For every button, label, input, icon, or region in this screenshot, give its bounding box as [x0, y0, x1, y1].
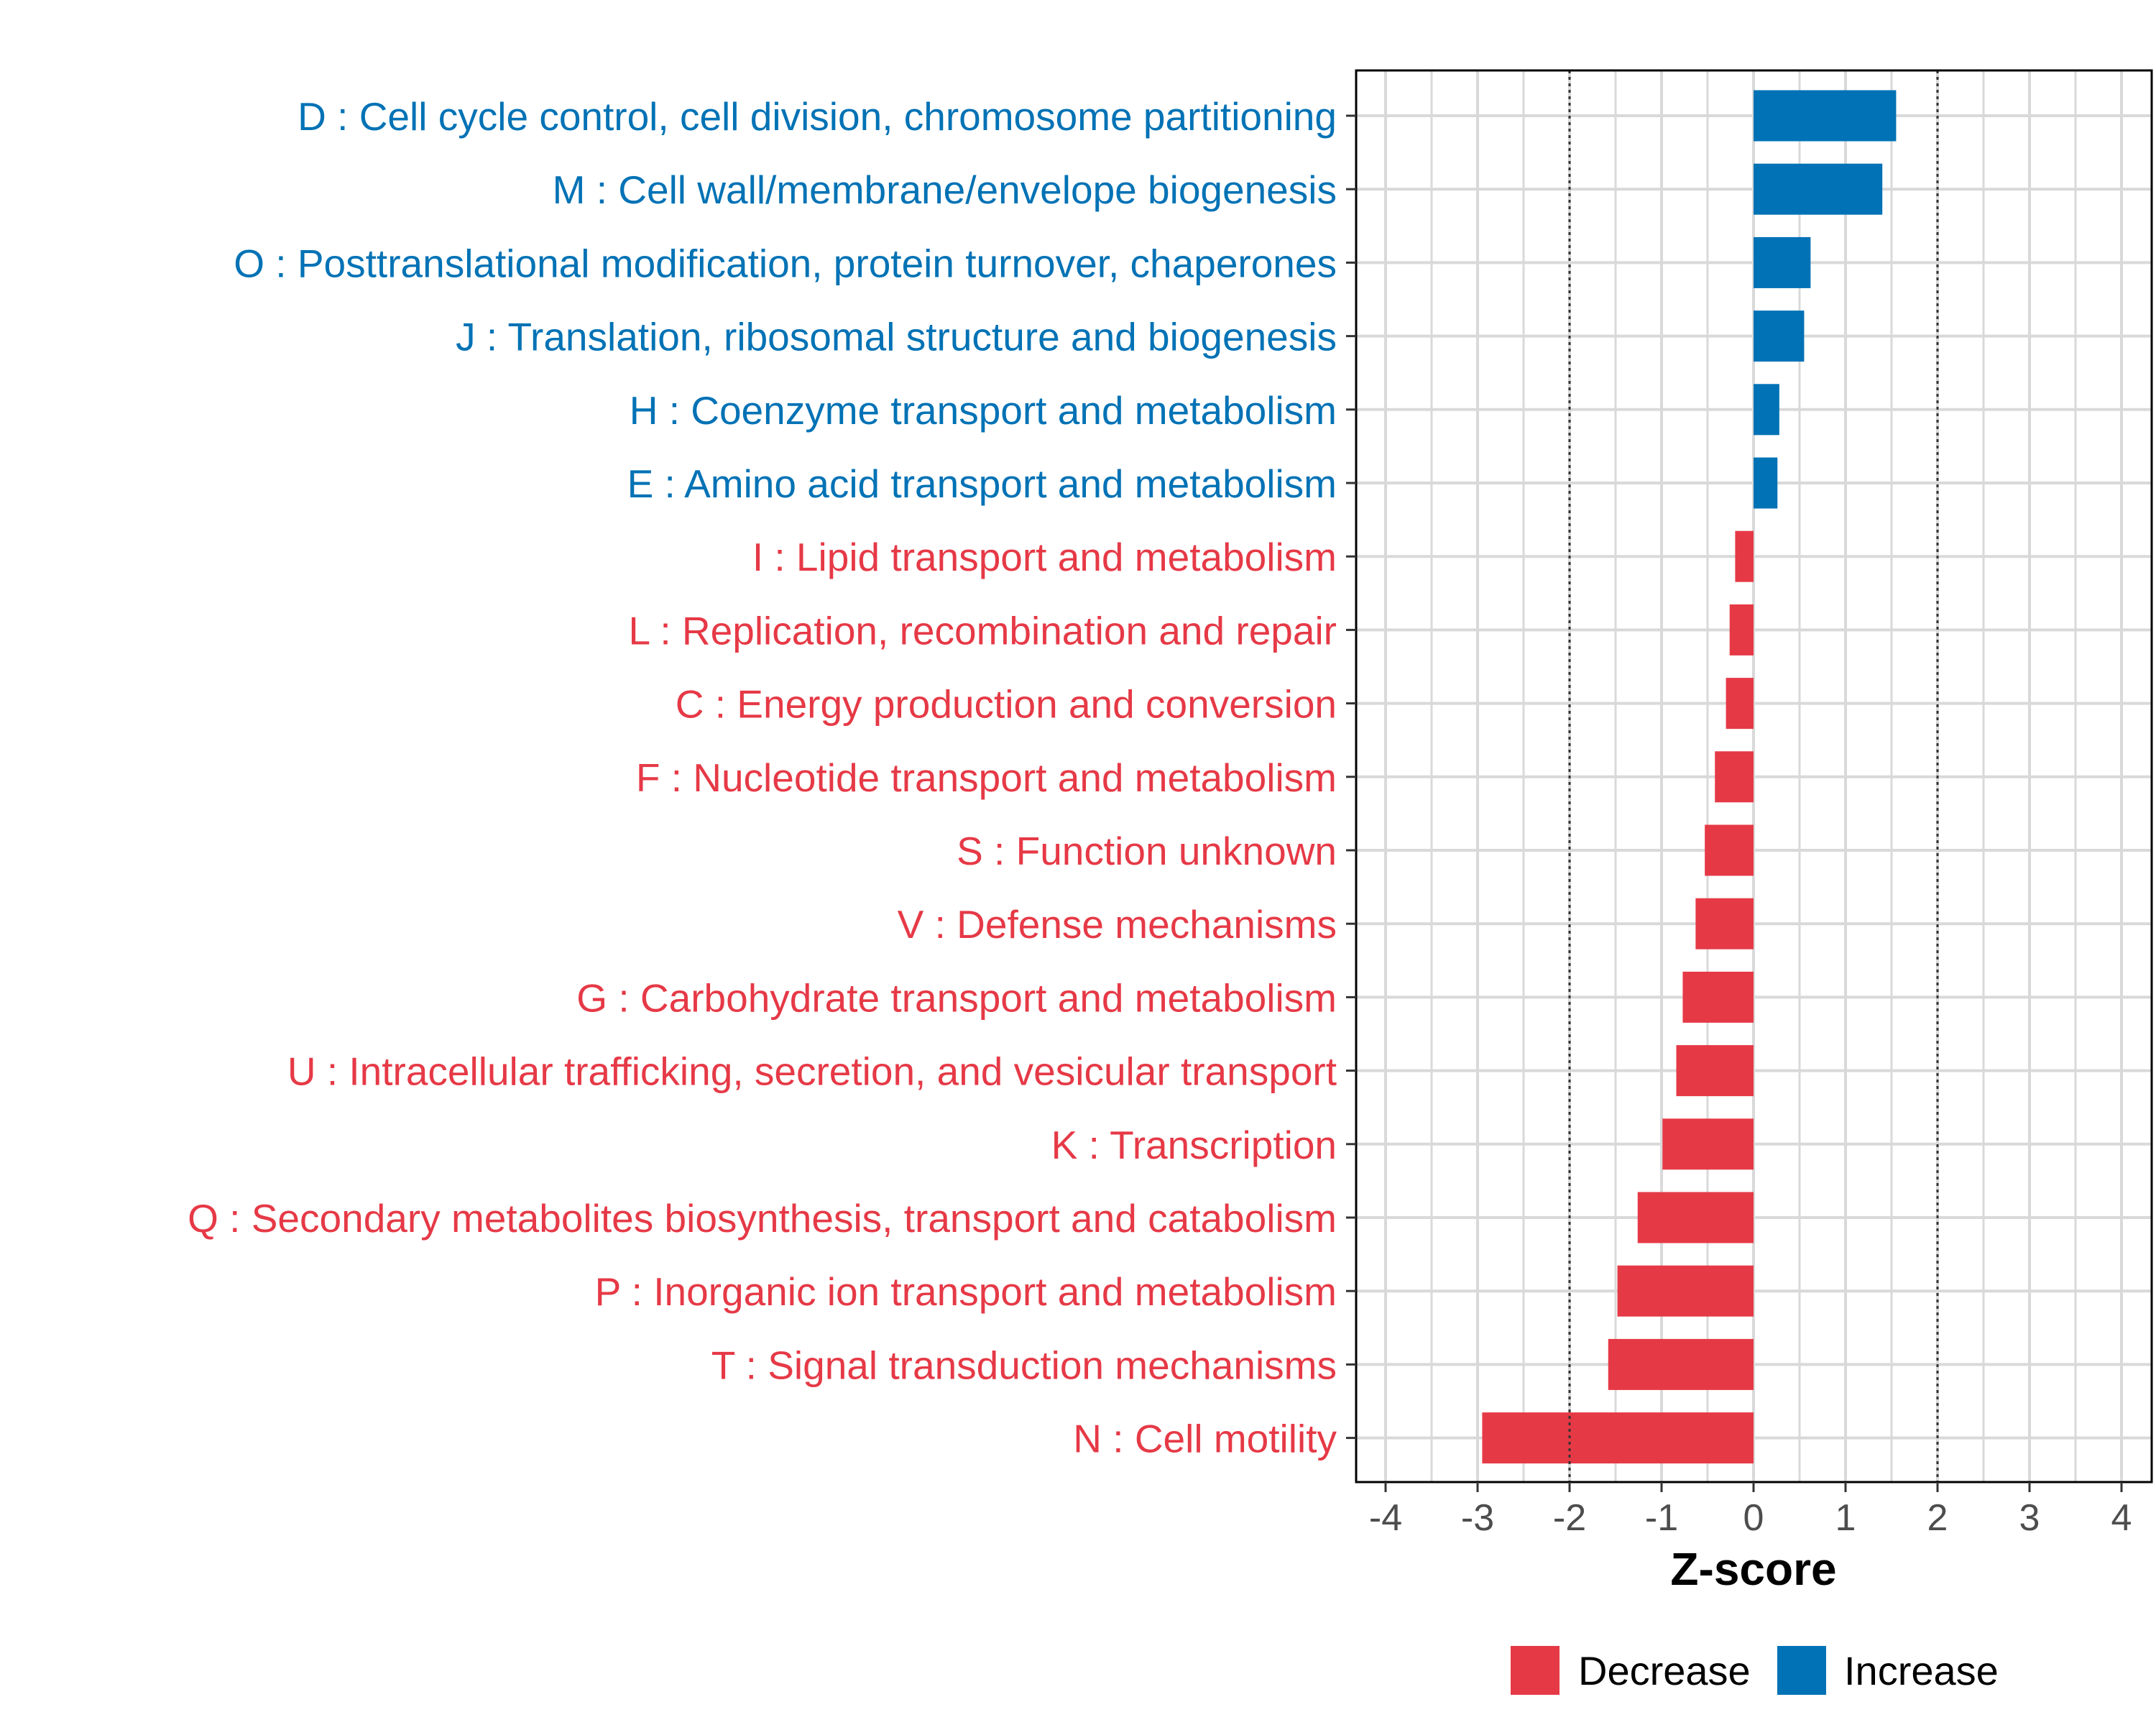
bar-e: [1754, 457, 1778, 509]
bar-g: [1682, 971, 1754, 1023]
bar-n: [1482, 1412, 1754, 1464]
category-labels: D : Cell cycle control, cell division, c…: [188, 94, 1337, 1461]
bar-m: [1754, 163, 1883, 215]
reference-lines: [1568, 70, 1939, 1482]
bar-q: [1637, 1192, 1754, 1243]
category-label: H : Coenzyme transport and metabolism: [630, 388, 1337, 433]
category-label: I : Lipid transport and metabolism: [752, 535, 1337, 579]
legend-label-decrease: Decrease: [1578, 1648, 1751, 1693]
bar-j: [1754, 310, 1805, 362]
legend-label-increase: Increase: [1844, 1648, 1999, 1693]
category-label: C : Energy production and conversion: [676, 682, 1337, 727]
y-axis-ticks: [1346, 114, 1356, 1440]
bar-u: [1676, 1045, 1754, 1097]
bar-d: [1754, 90, 1897, 142]
bar-l: [1729, 604, 1754, 656]
category-label: L : Replication, recombination and repai…: [629, 608, 1337, 653]
bar-s: [1705, 824, 1754, 876]
bar-c: [1726, 678, 1754, 730]
category-label: P : Inorganic ion transport and metaboli…: [595, 1269, 1337, 1314]
x-axis-ticks: -4 -3 -2 -1 0 1 2 3 4: [1369, 1482, 2132, 1539]
bars: [1482, 90, 1897, 1464]
bar-f: [1715, 751, 1754, 803]
category-label: G : Carbohydrate transport and metabolis…: [576, 975, 1337, 1020]
x-tick-label: 4: [2111, 1497, 2132, 1539]
bar-h: [1754, 384, 1779, 436]
category-label: O : Posttranslational modification, prot…: [234, 241, 1337, 285]
category-label: Q : Secondary metabolites biosynthesis, …: [188, 1196, 1337, 1241]
category-label: T : Signal transduction mechanisms: [711, 1343, 1337, 1387]
bar-t: [1608, 1338, 1754, 1390]
x-tick-label: 2: [1927, 1497, 1948, 1539]
legend-key-decrease: [1511, 1646, 1560, 1695]
category-label: J : Translation, ribosomal structure and…: [456, 315, 1337, 359]
x-tick-label: -4: [1369, 1497, 1402, 1539]
x-tick-label: -1: [1645, 1497, 1678, 1539]
category-label: D : Cell cycle control, cell division, c…: [298, 94, 1337, 139]
category-label: U : Intracellular trafficking, secretion…: [287, 1049, 1337, 1094]
x-tick-label: 3: [2019, 1497, 2040, 1539]
bar-i: [1735, 530, 1754, 582]
legend-key-increase: [1777, 1646, 1826, 1695]
category-label: M : Cell wall/membrane/envelope biogenes…: [553, 167, 1337, 212]
x-tick-label: -2: [1553, 1497, 1586, 1539]
category-label: E : Amino acid transport and metabolism: [627, 461, 1337, 506]
category-label: S : Function unknown: [957, 829, 1337, 873]
x-tick-label: -3: [1461, 1497, 1494, 1539]
category-label: F : Nucleotide transport and metabolism: [636, 755, 1337, 800]
bar-p: [1617, 1265, 1754, 1317]
bar-k: [1662, 1118, 1754, 1170]
category-label: N : Cell motility: [1073, 1417, 1337, 1461]
x-tick-label: 1: [1835, 1497, 1856, 1539]
legend: Decrease Increase: [1511, 1646, 1999, 1695]
category-label: V : Defense mechanisms: [898, 902, 1337, 947]
bar-o: [1754, 236, 1811, 288]
x-axis-title: Z-score: [1670, 1543, 1836, 1595]
bar-v: [1695, 898, 1754, 949]
x-tick-label: 0: [1743, 1497, 1764, 1539]
category-label: K : Transcription: [1051, 1123, 1337, 1167]
